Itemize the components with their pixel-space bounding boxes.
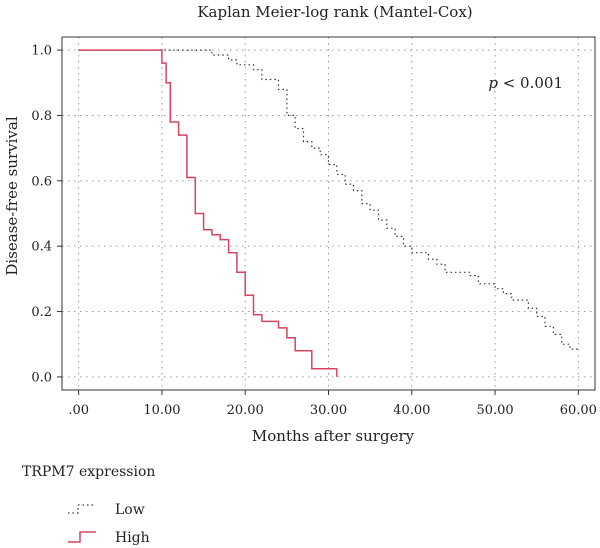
legend-swatch-low (68, 504, 96, 514)
y-axis-label: Disease-free survival (3, 116, 21, 275)
y-tick-label: 0.0 (31, 370, 52, 385)
x-tick-label: 40.00 (393, 403, 430, 418)
y-tick-label: 1.0 (31, 44, 52, 59)
axis-ticks: .00 10.00 20.00 30.00 40.00 50.00 60.00 0.0 0.2 0… (31, 44, 597, 418)
p-value-annotation: p < 0.001 (488, 74, 563, 92)
y-tick-label: 0.6 (31, 174, 52, 189)
y-tick-label: 0.2 (31, 305, 52, 320)
legend-label-low: Low (115, 502, 145, 518)
survival-curves (78, 49, 579, 377)
chart-title: Kaplan Meier-log rank (Mantel-Cox) (197, 3, 472, 21)
legend-title: TRPM7 expression (22, 464, 155, 480)
p-value-text: < 0.001 (498, 74, 563, 92)
x-tick-label: 10.00 (143, 403, 180, 418)
y-tick-label: 0.8 (31, 109, 52, 124)
y-tick-label: 0.4 (31, 240, 52, 255)
x-axis-label: Months after surgery (252, 427, 415, 445)
x-tick-label: 20.00 (227, 403, 264, 418)
legend-label-high: High (115, 530, 150, 546)
series-line-high (78, 49, 338, 377)
p-value-symbol: p (488, 74, 498, 92)
x-tick-label: 60.00 (560, 403, 597, 418)
legend: Low High (68, 502, 150, 546)
x-tick-label: 30.00 (310, 403, 347, 418)
grid-lines (62, 37, 595, 390)
x-tick-label: .00 (68, 403, 89, 418)
legend-swatch-high (68, 531, 96, 543)
series-line-low (78, 49, 579, 350)
x-tick-label: 50.00 (476, 403, 513, 418)
